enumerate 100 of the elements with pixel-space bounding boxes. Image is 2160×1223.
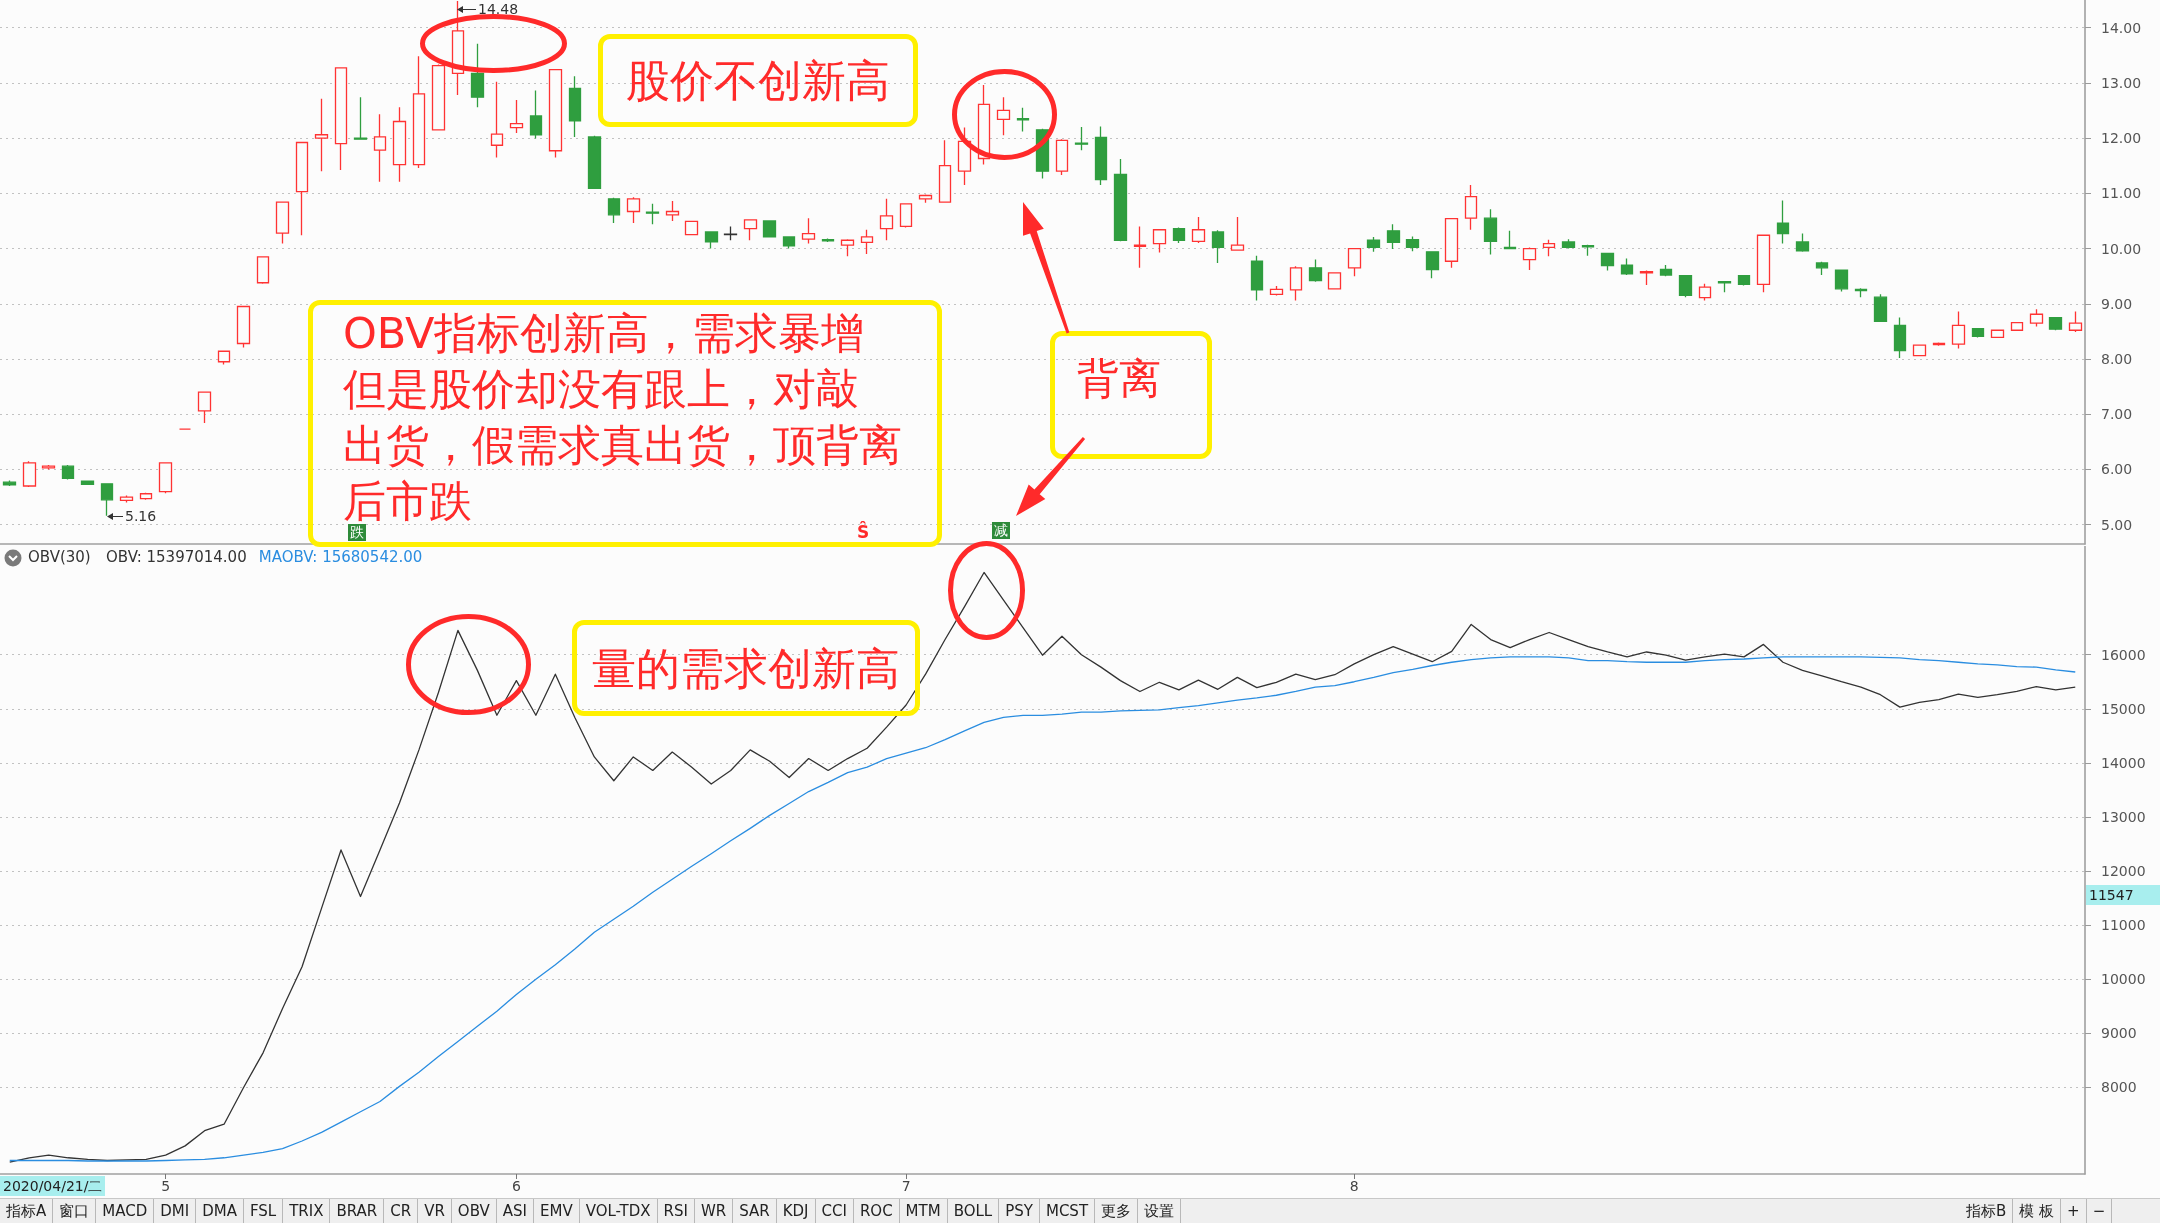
candlestick xyxy=(22,460,37,488)
candlestick xyxy=(2029,308,2044,328)
candlestick xyxy=(1542,239,1556,257)
annotation: 背离 xyxy=(1077,353,1161,405)
candlestick xyxy=(1386,223,1401,250)
candlestick xyxy=(1269,285,1284,297)
candlestick xyxy=(743,218,758,241)
chart-title: OBV(30) xyxy=(28,547,91,566)
candlestick xyxy=(1464,184,1478,231)
candlestick xyxy=(2068,310,2083,333)
y-tick-label: 9000 xyxy=(2101,1025,2137,1042)
candlestick xyxy=(1639,269,1654,286)
candlestick xyxy=(1893,316,1907,359)
y-tick-label: 6.00 xyxy=(2101,461,2133,478)
candlestick xyxy=(119,494,134,504)
text: 指标B xyxy=(1960,1199,2014,1223)
candlestick xyxy=(1971,327,1985,339)
candlestick xyxy=(548,68,563,159)
candlestick xyxy=(1113,158,1128,242)
candlestick xyxy=(1912,343,1927,357)
text: 窗口 xyxy=(53,1199,97,1223)
y-tick-label: 8.00 xyxy=(2101,350,2133,367)
candlestick xyxy=(353,96,368,141)
text: RSI xyxy=(657,1199,695,1223)
candlestick xyxy=(1230,216,1245,252)
candlestick xyxy=(1405,235,1420,252)
candlestick xyxy=(2,479,17,487)
candlestick xyxy=(139,491,153,501)
candlestick xyxy=(275,201,290,245)
y-tick-label: 16000 xyxy=(2101,646,2146,663)
x-tick-label: 7 xyxy=(901,1178,911,1194)
candlestick xyxy=(392,106,407,183)
candlestick xyxy=(1620,257,1634,276)
candlestick xyxy=(158,461,173,494)
text: DMA xyxy=(196,1199,244,1223)
candlestick xyxy=(490,81,504,159)
y-tick-label: 14000 xyxy=(2101,754,2146,771)
candlestick xyxy=(1854,287,1868,298)
candlestick xyxy=(256,256,270,285)
candlestick xyxy=(1659,264,1673,277)
text: KDJ xyxy=(776,1199,816,1223)
candlestick xyxy=(2010,321,2024,332)
x-tick-label: 6 xyxy=(511,1178,521,1194)
text: − xyxy=(2086,1199,2113,1223)
candlestick xyxy=(938,139,952,204)
candlestick xyxy=(1503,230,1517,250)
candlestick xyxy=(1561,238,1576,250)
y-tick-label: 15000 xyxy=(2101,700,2146,717)
candlestick xyxy=(1425,250,1440,279)
candlestick xyxy=(1211,229,1225,264)
annotation: 减 xyxy=(992,522,1010,539)
text: EMV xyxy=(533,1199,580,1223)
candlestick xyxy=(1250,255,1264,302)
candlestick xyxy=(100,482,114,517)
candlestick xyxy=(1289,265,1303,302)
candlestick xyxy=(314,98,329,172)
text: CCI xyxy=(815,1199,854,1223)
text: WR xyxy=(694,1199,734,1223)
candlestick xyxy=(197,391,212,424)
candlestick xyxy=(1055,138,1069,176)
candlestick xyxy=(879,198,894,241)
candlestick xyxy=(2048,316,2063,331)
y-tick-label: 13000 xyxy=(2101,808,2146,825)
candlestick xyxy=(1932,341,1946,347)
text: TRIX xyxy=(283,1199,331,1223)
y-tick-label: 11.00 xyxy=(2101,185,2142,202)
y-tick-label: 5.00 xyxy=(2101,516,2133,533)
candlestick xyxy=(373,113,387,183)
candlestick xyxy=(1776,199,1790,245)
candlestick xyxy=(1756,234,1771,293)
text: MTM xyxy=(899,1199,948,1223)
text: 设置 xyxy=(1138,1199,1182,1223)
candlestick xyxy=(1094,125,1108,186)
text: 2020/04/21/二 xyxy=(0,1176,106,1196)
y-tick-label: 8000 xyxy=(2101,1079,2137,1096)
candlestick xyxy=(1678,274,1693,298)
annotation: 14.48 xyxy=(478,0,519,18)
text: MAOBV: 15680542.00 xyxy=(258,547,423,566)
candlestick xyxy=(626,196,641,224)
candlestick xyxy=(704,230,719,250)
candlestick xyxy=(899,202,913,229)
y-tick-label: 11000 xyxy=(2101,917,2146,934)
candlestick xyxy=(860,229,874,255)
candlestick xyxy=(801,217,816,245)
text: FSL xyxy=(243,1199,284,1223)
text: OBV xyxy=(451,1199,497,1223)
annotation: 量的需求创新高 xyxy=(592,641,900,696)
x-tick-label: 5 xyxy=(161,1178,171,1194)
candlestick xyxy=(1717,280,1732,293)
candlestick xyxy=(1191,216,1206,244)
y-tick-label: 7.00 xyxy=(2101,406,2133,423)
candlestick xyxy=(412,55,426,169)
y-tick-label: 10.00 xyxy=(2101,240,2142,257)
candlestick xyxy=(41,464,56,471)
y-tick-label: 9.00 xyxy=(2101,295,2133,312)
candlestick xyxy=(996,96,1011,136)
candlestick xyxy=(80,479,95,486)
candlestick xyxy=(1327,271,1342,291)
candlestick xyxy=(587,135,602,190)
candlestick xyxy=(1172,226,1186,244)
